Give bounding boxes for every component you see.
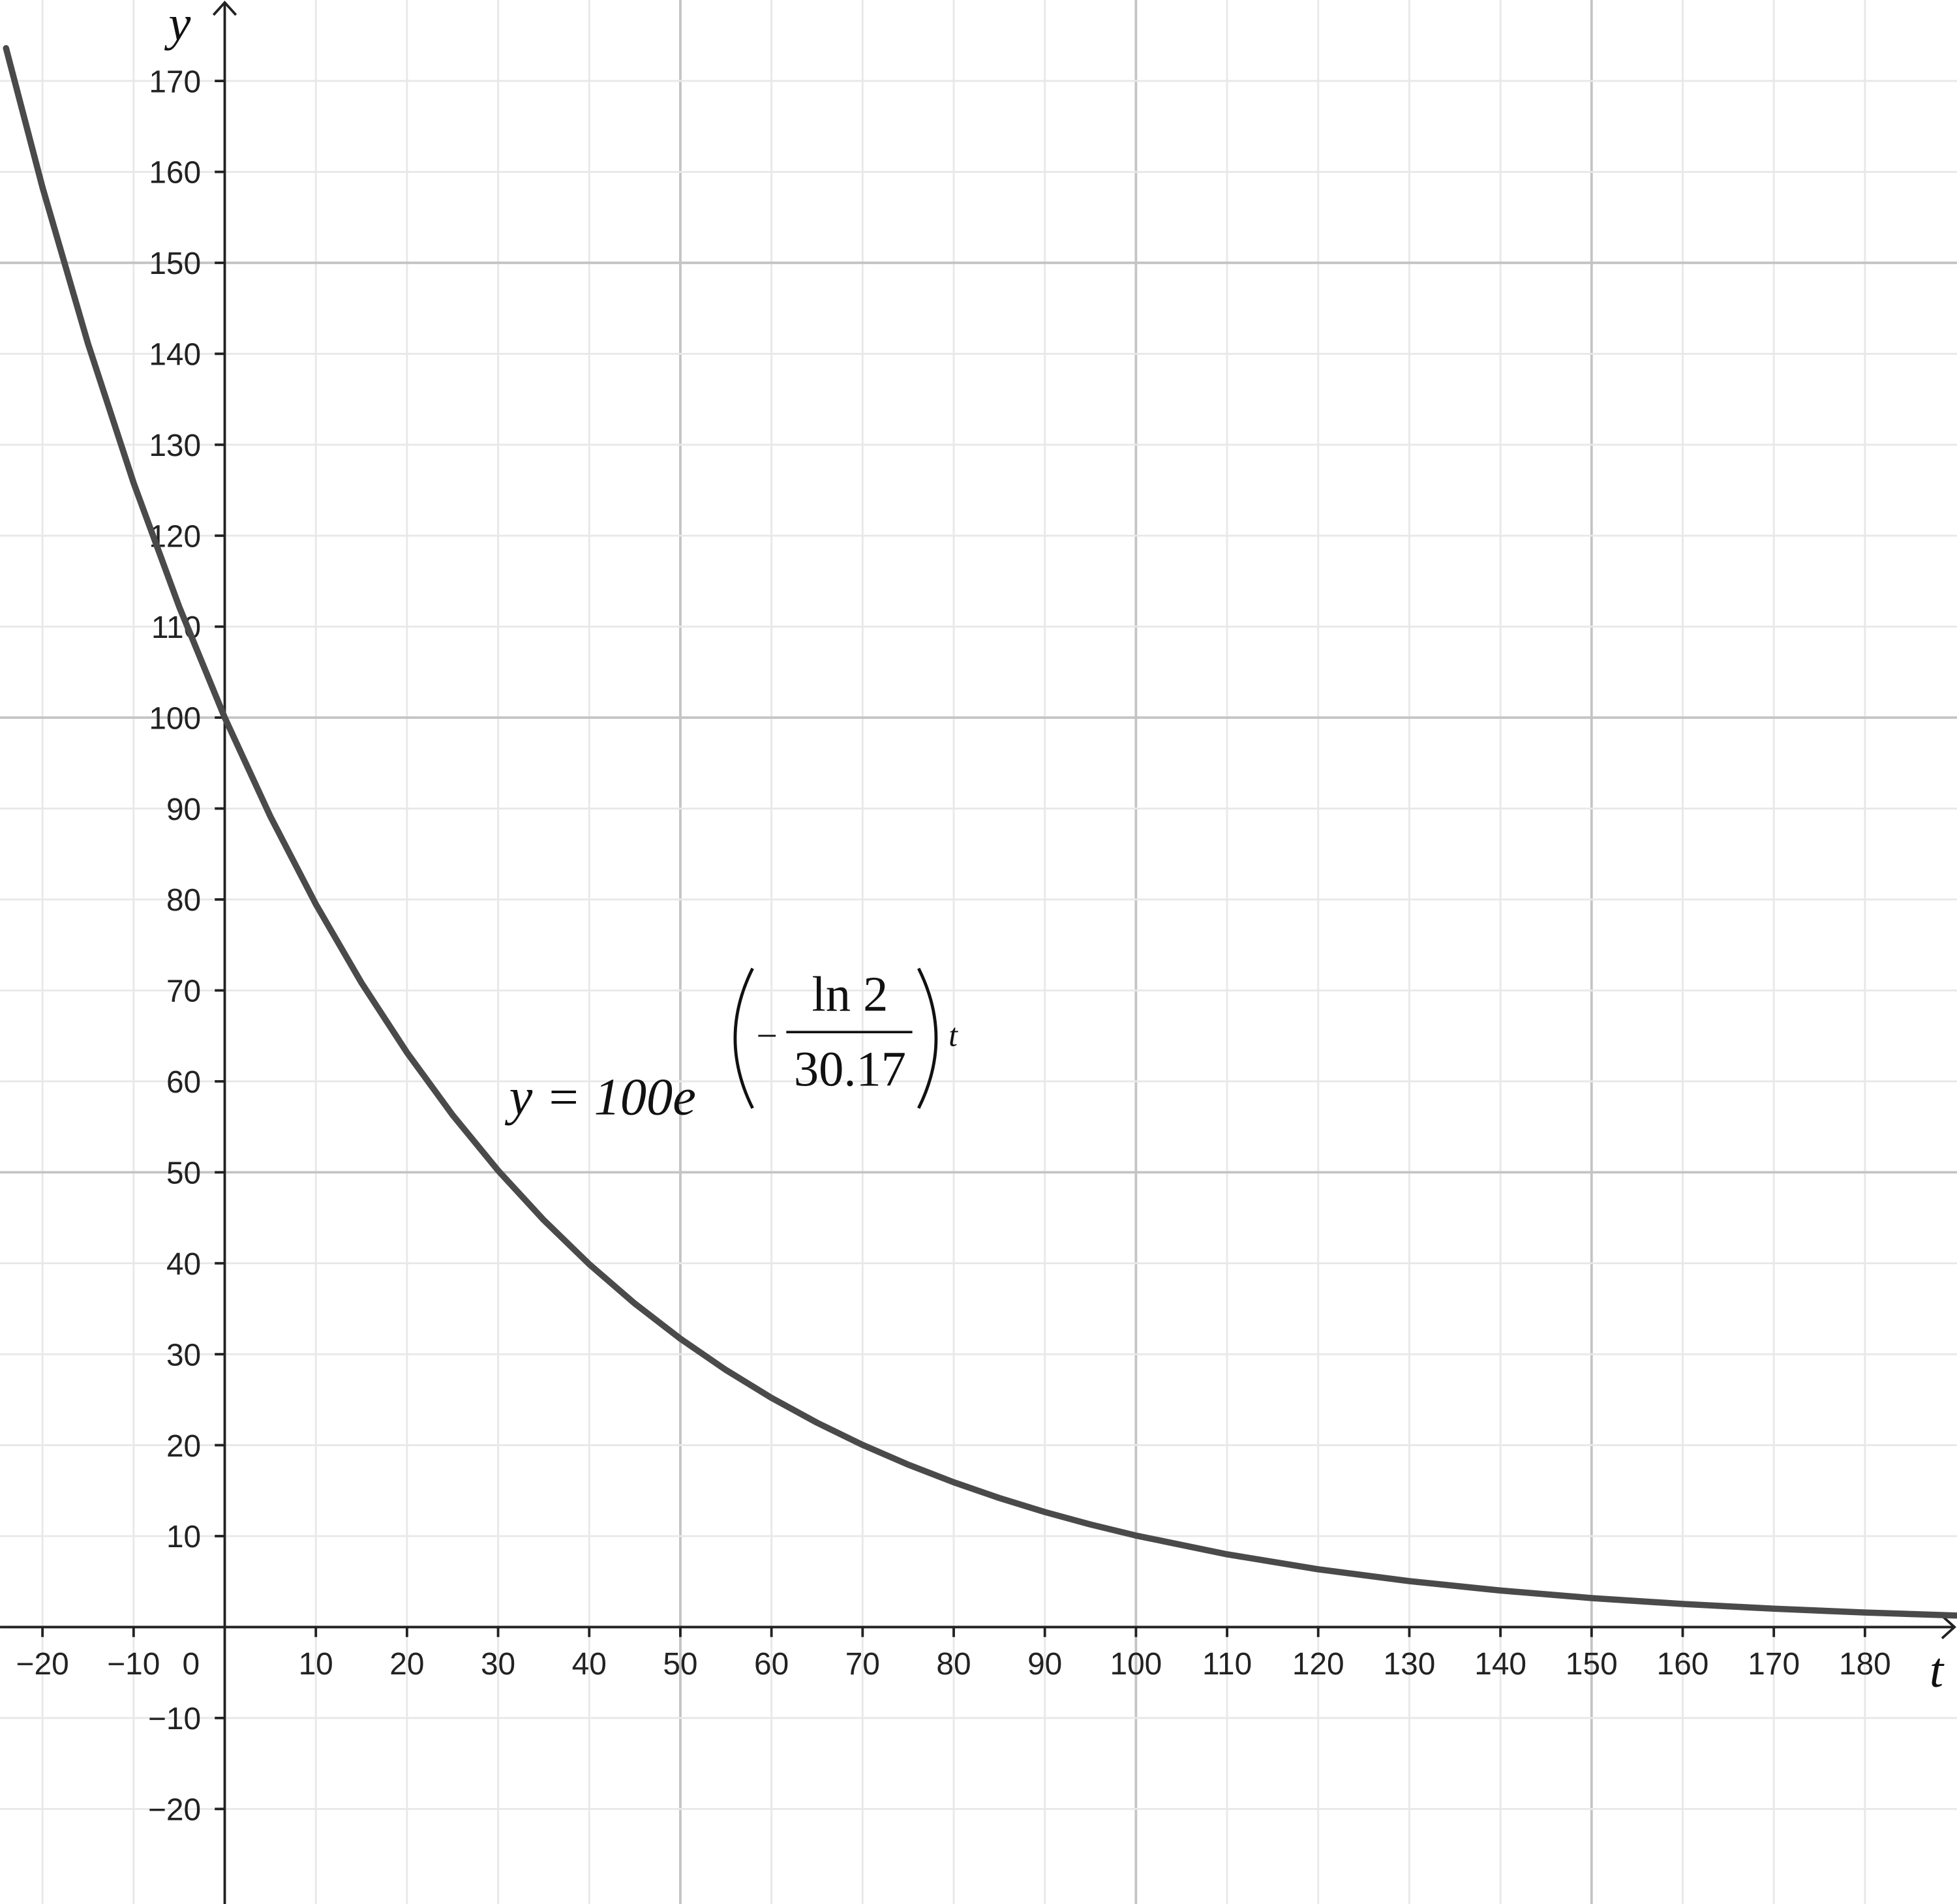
y-tick-label: 50 — [166, 1156, 201, 1190]
x-tick-label: 110 — [1202, 1647, 1252, 1682]
x-tick-label: 90 — [1027, 1647, 1062, 1682]
y-tick-label: 10 — [166, 1520, 201, 1554]
x-tick-label: 50 — [663, 1647, 697, 1682]
x-tick-label: 170 — [1748, 1647, 1800, 1682]
x-tick-label: 20 — [389, 1647, 424, 1682]
formula-variable: t — [948, 1017, 958, 1053]
x-tick-label: 130 — [1384, 1647, 1436, 1682]
y-tick-label: 170 — [149, 65, 201, 99]
x-tick-label: 70 — [845, 1647, 880, 1682]
y-tick-label: 100 — [149, 701, 201, 736]
x-tick-label: 0 — [183, 1647, 200, 1682]
x-tick-label: 160 — [1657, 1647, 1709, 1682]
x-axis-label: t — [1930, 1642, 1945, 1698]
y-tick-label: 150 — [149, 247, 201, 281]
y-axis-label: y — [164, 0, 190, 51]
y-tick-label: 60 — [166, 1065, 201, 1100]
y-tick-label: 130 — [149, 429, 201, 463]
formula-lhs: y = 100e — [505, 1068, 696, 1126]
y-tick-label: 140 — [149, 338, 201, 372]
y-tick-label: 20 — [166, 1429, 201, 1464]
marks — [3, 45, 1957, 1619]
x-axis-arrow — [1941, 1614, 1956, 1640]
x-tick-label: 60 — [754, 1647, 789, 1682]
y-tick-label: 90 — [166, 793, 201, 827]
x-tick-label: 30 — [481, 1647, 515, 1682]
paren-left — [733, 967, 754, 1110]
x-tick-label: −10 — [107, 1647, 160, 1682]
y-tick-label: 70 — [166, 975, 201, 1009]
formula-denominator: 30.17 — [794, 1042, 906, 1097]
y-tick-label: 80 — [166, 883, 201, 918]
x-tick-label: 150 — [1566, 1647, 1618, 1682]
y-tick-label: 30 — [166, 1338, 201, 1372]
paren-right — [917, 967, 938, 1110]
y-tick-label: −20 — [148, 1793, 201, 1828]
y-tick-label: 160 — [149, 156, 201, 190]
y-tick-label: 40 — [166, 1247, 201, 1282]
y-axis-arrow — [212, 0, 237, 16]
y-tick-label: −10 — [148, 1702, 201, 1736]
annotation: y = 100e − ln 2 30.17 t — [505, 967, 958, 1126]
formula-sign: − — [756, 1016, 777, 1057]
x-tick-label: 120 — [1292, 1647, 1344, 1682]
x-tick-label: 100 — [1110, 1647, 1162, 1682]
x-tick-label: 140 — [1474, 1647, 1526, 1682]
formula-numerator: ln 2 — [812, 967, 888, 1022]
x-tick-label: −20 — [16, 1647, 69, 1682]
curve — [3, 45, 1957, 1619]
x-tick-label: 10 — [299, 1647, 333, 1682]
x-tick-label: 80 — [936, 1647, 971, 1682]
x-tick-label: 40 — [572, 1647, 607, 1682]
x-tick-label: 180 — [1839, 1647, 1891, 1682]
